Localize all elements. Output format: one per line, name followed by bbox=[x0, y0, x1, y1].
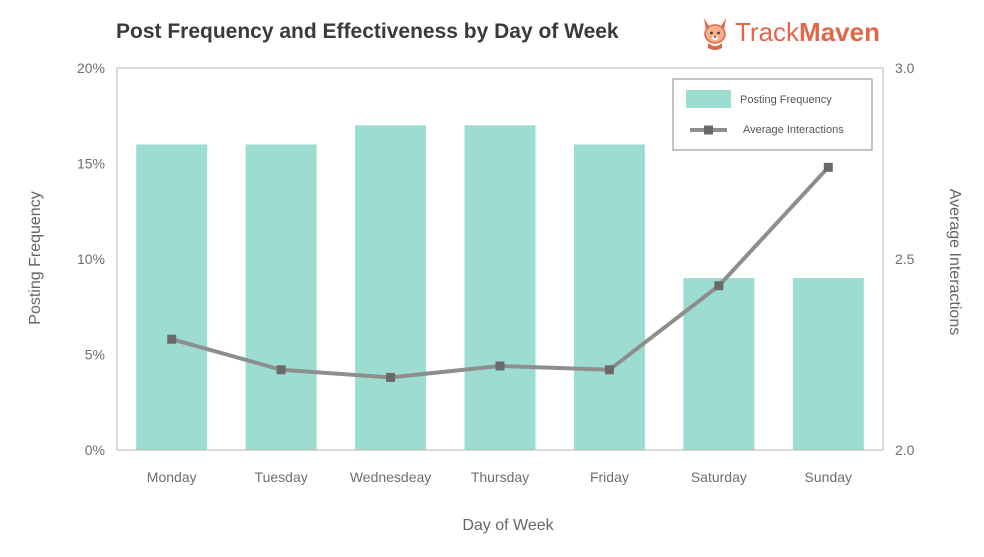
y-tick-label: 5% bbox=[85, 347, 105, 363]
brand-logo: TrackMaven bbox=[704, 17, 880, 50]
x-tick-label: Tuesday bbox=[255, 469, 308, 485]
y-tick-label: 10% bbox=[77, 251, 105, 267]
y2-tick-label: 3.0 bbox=[895, 60, 915, 76]
point-friday bbox=[604, 365, 614, 375]
point-saturday bbox=[714, 281, 724, 291]
x-tick-label: Wednesdeay bbox=[350, 469, 431, 485]
line-series bbox=[167, 162, 833, 382]
brand-name-bold: Maven bbox=[799, 17, 880, 47]
y-axis-label: Posting Frequency bbox=[27, 191, 44, 324]
brand-name: TrackMaven bbox=[735, 17, 880, 47]
y-tick-label: 20% bbox=[77, 60, 105, 76]
y-axis-ticks: 0% 5% 10% 15% 20% bbox=[77, 60, 105, 458]
plot-frame bbox=[116, 67, 884, 451]
bar-tuesday bbox=[245, 144, 317, 450]
chart-title: Post Frequency and Effectiveness by Day … bbox=[116, 20, 619, 43]
corgi-dog-icon bbox=[704, 18, 726, 50]
bar-friday bbox=[573, 144, 645, 450]
legend-label-posting-frequency: Posting Frequency bbox=[740, 94, 832, 106]
y2-axis-ticks: 2.0 2.5 3.0 bbox=[895, 60, 915, 458]
point-tuesday bbox=[276, 365, 286, 375]
bar-sunday bbox=[792, 278, 864, 450]
y2-tick-label: 2.5 bbox=[895, 251, 915, 267]
point-wednesdeay bbox=[386, 372, 396, 382]
legend: Posting Frequency Average Interactions bbox=[672, 78, 873, 151]
legend-box bbox=[672, 78, 873, 151]
x-tick-label: Sunday bbox=[805, 469, 852, 485]
y-tick-label: 0% bbox=[85, 442, 105, 458]
legend-swatch-posting-frequency bbox=[686, 90, 731, 108]
x-tick-label: Friday bbox=[590, 469, 629, 485]
bar-thursday bbox=[464, 125, 536, 451]
y-tick-label: 15% bbox=[77, 156, 105, 172]
y2-axis-label: Average Interactions bbox=[946, 189, 963, 335]
y2-tick-label: 2.0 bbox=[895, 442, 915, 458]
legend-marker-average-interactions bbox=[704, 125, 713, 135]
point-monday bbox=[167, 334, 177, 344]
legend-label-average-interactions: Average Interactions bbox=[743, 124, 844, 136]
x-tick-label: Saturday bbox=[691, 469, 747, 485]
bar-wednesdeay bbox=[355, 125, 427, 451]
x-axis-ticks: Monday Tuesday Wednesdeay Thursday Friday Sat… bbox=[147, 469, 852, 485]
bar-saturday bbox=[683, 278, 755, 450]
point-sunday bbox=[823, 162, 833, 172]
x-axis-label: Day of Week bbox=[462, 517, 554, 534]
bar-monday bbox=[136, 144, 208, 450]
bar-series bbox=[136, 125, 864, 451]
brand-name-light: Track bbox=[735, 17, 800, 47]
point-thursday bbox=[495, 361, 505, 371]
x-tick-label: Monday bbox=[147, 469, 197, 485]
x-tick-label: Thursday bbox=[471, 469, 529, 485]
